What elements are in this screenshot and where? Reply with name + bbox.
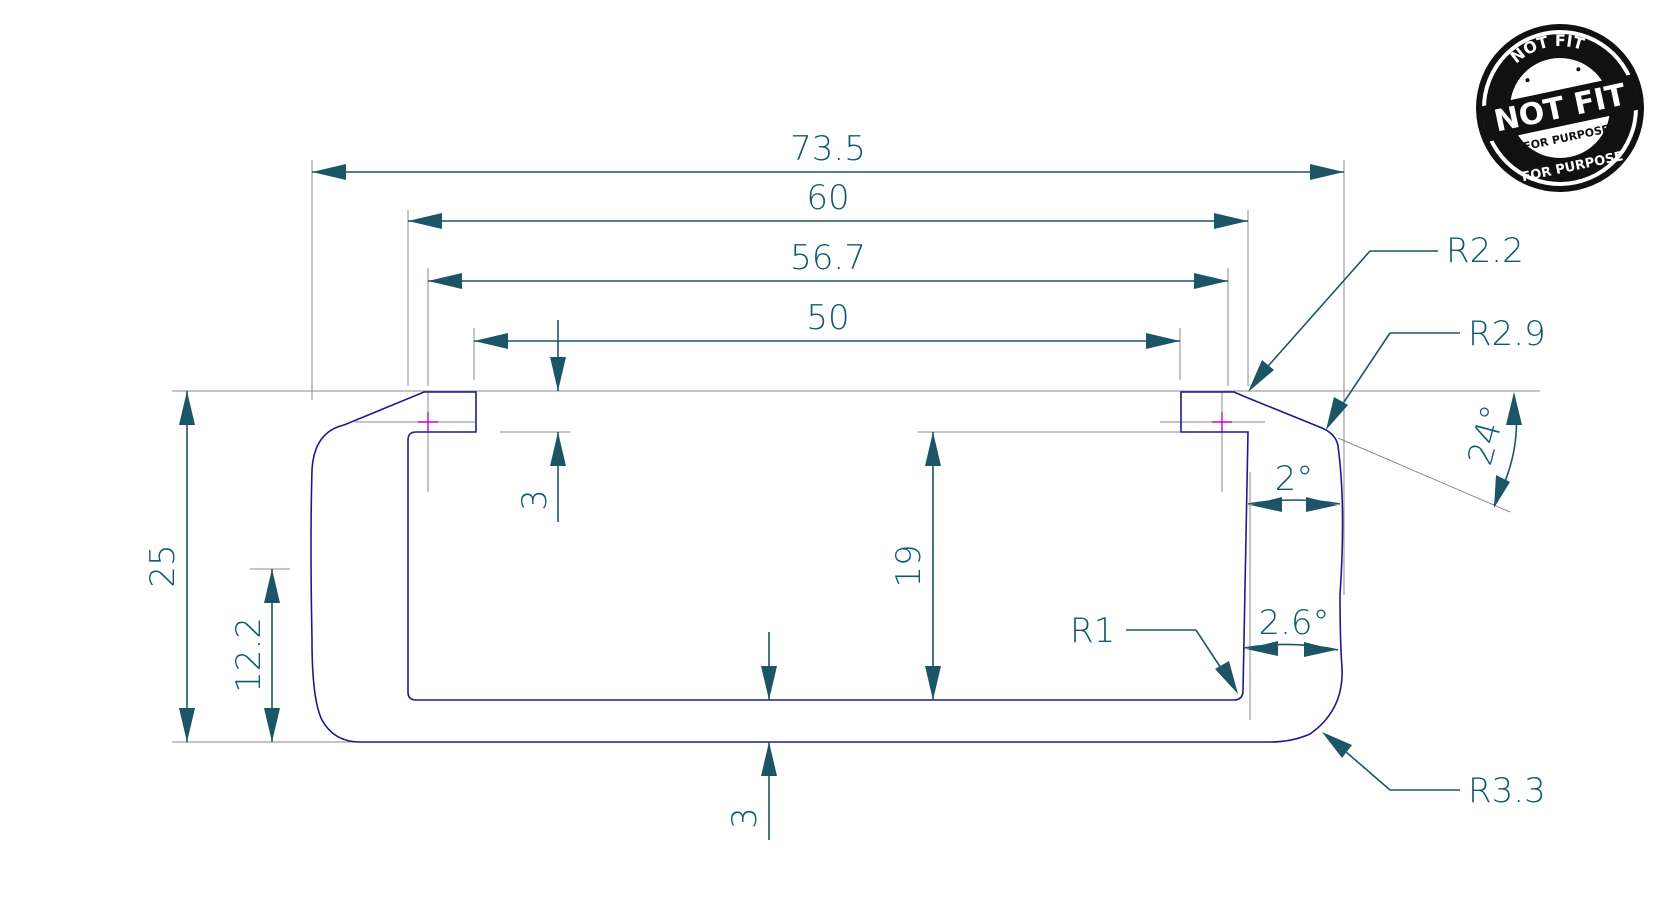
callout-r2-9-label: R2.9 bbox=[1468, 314, 1546, 354]
channel-profile bbox=[310, 391, 1344, 743]
angle-24-label: 24° bbox=[1460, 401, 1514, 470]
callout-r2-2: R2.2 bbox=[1248, 231, 1524, 392]
dim-inner-height-label: 19 bbox=[889, 544, 929, 587]
dim-overall-width-label: 73.5 bbox=[790, 129, 866, 169]
callout-r3-3-label: R3.3 bbox=[1468, 771, 1546, 811]
dim-overall-height-label: 25 bbox=[143, 544, 183, 587]
dim-lip-thickness: 3 bbox=[515, 320, 566, 522]
callout-r3-3: R3.3 bbox=[1322, 732, 1546, 811]
dim-overall-height: 25 bbox=[143, 391, 195, 742]
dim-lower-height: 12.2 bbox=[229, 569, 280, 742]
dim-width-56-7-label: 56.7 bbox=[790, 238, 866, 278]
angle-2-6-label: 2.6° bbox=[1258, 603, 1329, 643]
callout-r2-9: R2.9 bbox=[1326, 314, 1546, 430]
dim-width-60-label: 60 bbox=[806, 178, 849, 218]
angle-24: 24° bbox=[1460, 392, 1522, 508]
dim-inner-height: 19 bbox=[889, 432, 941, 700]
not-fit-stamp: NOT FIT NOT FIT FOR PURPOSE FOR PURPOSE bbox=[1476, 24, 1644, 192]
dim-opening-width-label: 50 bbox=[806, 298, 849, 338]
extension-lines bbox=[172, 160, 1540, 743]
dim-width-60: 60 bbox=[408, 178, 1248, 229]
callout-r1: R1 bbox=[1070, 611, 1238, 694]
dim-width-56-7: 56.7 bbox=[428, 238, 1228, 289]
angle-2: 2° bbox=[1247, 459, 1341, 512]
dim-opening-width: 50 bbox=[474, 298, 1180, 349]
dim-lip-thickness-label: 3 bbox=[515, 489, 555, 511]
angle-2-label: 2° bbox=[1275, 459, 1314, 499]
dim-overall-width: 73.5 bbox=[312, 129, 1344, 180]
callout-r1-label: R1 bbox=[1070, 611, 1115, 651]
center-marks bbox=[355, 392, 1265, 492]
dim-base-thickness: 3 bbox=[725, 632, 777, 840]
dim-base-thickness-label: 3 bbox=[725, 807, 765, 829]
dim-lower-height-label: 12.2 bbox=[229, 617, 269, 693]
angle-2-6: 2.6° bbox=[1243, 603, 1339, 657]
callout-r2-2-label: R2.2 bbox=[1446, 231, 1524, 271]
